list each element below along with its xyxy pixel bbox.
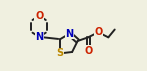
Text: N: N	[35, 32, 43, 42]
Text: N: N	[65, 29, 74, 39]
Text: O: O	[35, 11, 43, 21]
Text: S: S	[57, 48, 64, 58]
Text: O: O	[94, 27, 102, 37]
Text: O: O	[84, 46, 92, 56]
